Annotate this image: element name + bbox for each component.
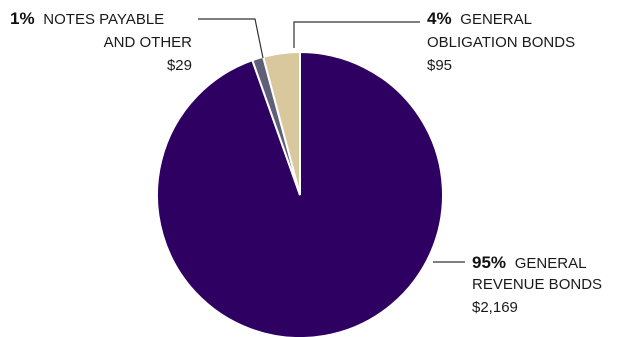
slice-name-line2-1: AND OTHER [104, 34, 193, 51]
slice-percent-2: 4% [427, 9, 456, 28]
slice-percent-0: 95% [472, 253, 511, 272]
slice-amount-1: $29 [167, 57, 192, 74]
leader-line-1 [198, 18, 264, 59]
slice-amount-0: $2,169 [472, 299, 518, 316]
slice-label-title-1: 1% NOTES PAYABLE [10, 9, 164, 28]
slice-name-line2-0: REVENUE BONDS [472, 276, 602, 293]
leader-line-2 [293, 21, 420, 48]
slice-name-1: NOTES PAYABLE [43, 11, 164, 28]
slice-name-2: GENERAL [460, 11, 532, 28]
slice-name-line2-2: OBLIGATION BONDS [427, 34, 575, 51]
slice-percent-1: 1% [10, 9, 39, 28]
slice-label-title-0: 95% GENERAL [472, 253, 586, 272]
leader-lines [198, 18, 465, 263]
slice-name-0: GENERAL [515, 255, 587, 272]
slice-label-title-2: 4% GENERAL [427, 9, 532, 28]
pie-slice-0 [156, 50, 444, 337]
slice-amount-2: $95 [427, 57, 452, 74]
pie-slices [156, 50, 444, 337]
slice-labels: 95% GENERAL REVENUE BONDS $2,169 1% NOTES P… [10, 9, 602, 316]
